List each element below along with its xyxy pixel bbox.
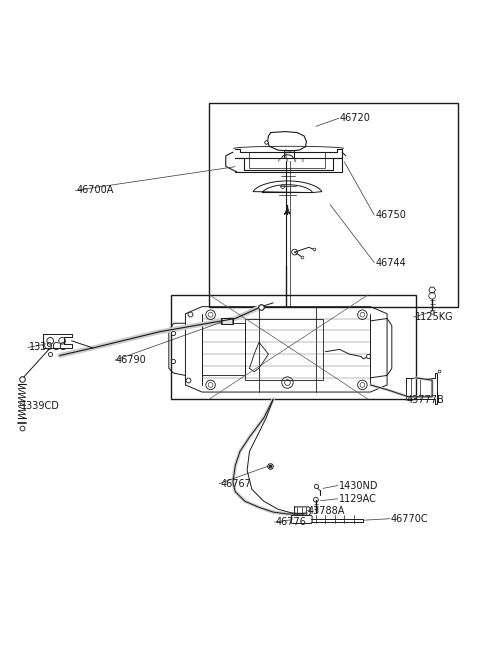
- Text: 46720: 46720: [340, 113, 371, 123]
- Text: 46767: 46767: [220, 479, 251, 489]
- Text: 1339CD: 1339CD: [21, 401, 60, 411]
- Text: 46776: 46776: [276, 517, 306, 527]
- Text: 46790: 46790: [116, 356, 146, 365]
- Bar: [245, 319, 323, 380]
- Text: 43777B: 43777B: [407, 395, 445, 405]
- Text: 46700A: 46700A: [76, 186, 114, 195]
- Bar: [221, 318, 233, 323]
- Text: 1129AC: 1129AC: [339, 494, 376, 504]
- Text: 46750: 46750: [375, 210, 406, 220]
- Bar: [202, 323, 245, 375]
- Bar: [222, 318, 232, 324]
- Text: 43788A: 43788A: [308, 506, 345, 516]
- Text: 1125KG: 1125KG: [415, 312, 453, 322]
- Text: P  R  N  D: P R N D: [278, 159, 304, 163]
- Circle shape: [313, 497, 318, 502]
- Bar: [171, 295, 416, 399]
- Text: 1430ND: 1430ND: [339, 480, 378, 491]
- Bar: [250, 152, 325, 168]
- Text: 46770C: 46770C: [391, 514, 429, 523]
- Text: 46744: 46744: [375, 258, 406, 268]
- Text: 1339CC: 1339CC: [29, 342, 67, 352]
- Bar: [209, 102, 458, 306]
